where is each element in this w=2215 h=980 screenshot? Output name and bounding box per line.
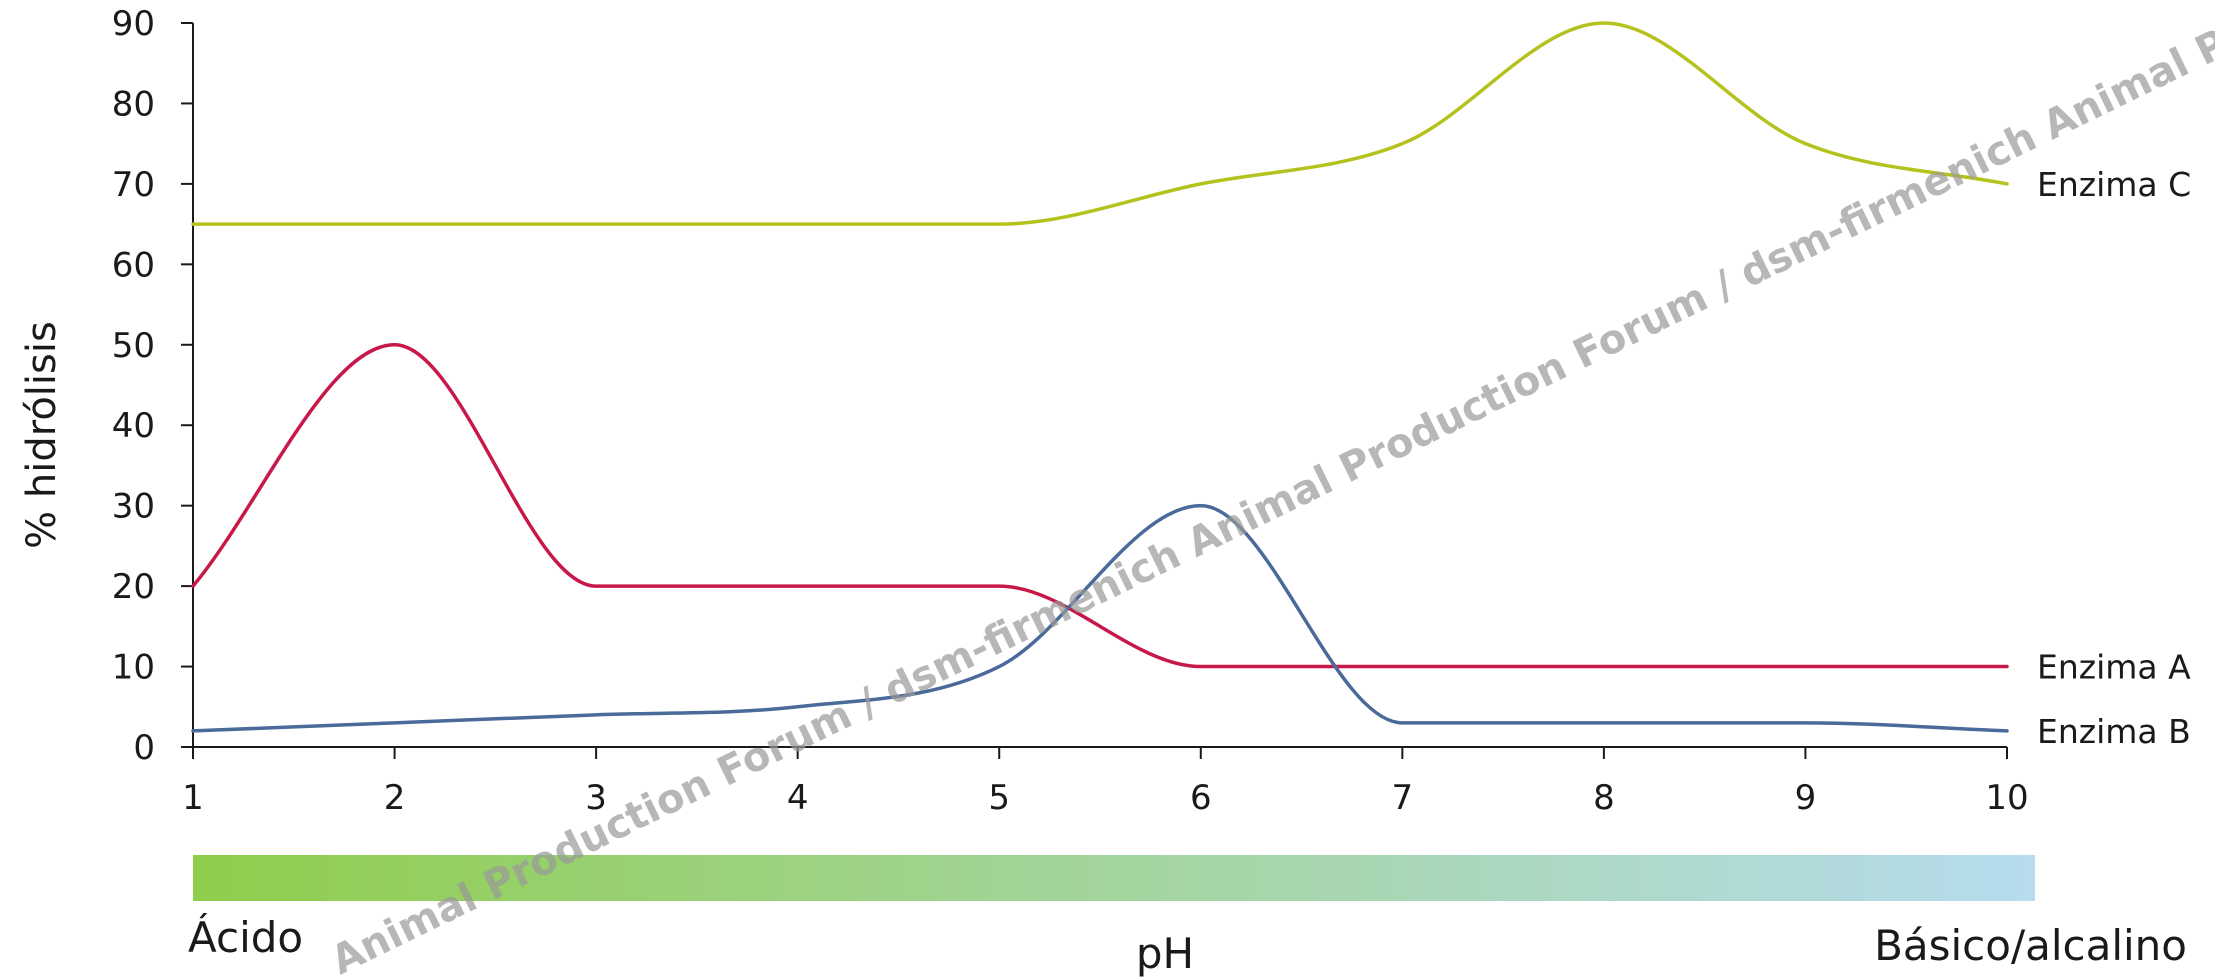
y-tick-label: 40 <box>112 406 155 446</box>
x-tick-label: 1 <box>182 778 204 818</box>
y-tick-label: 30 <box>112 487 155 527</box>
x-tick-label: 4 <box>787 778 809 818</box>
ph-scale-right-label: Básico/alcalino <box>1874 921 2187 970</box>
x-tick-label: 10 <box>1985 778 2028 818</box>
ph-gradient-bar <box>193 855 2035 901</box>
x-tick-label: 5 <box>988 778 1010 818</box>
y-tick-label: 0 <box>133 728 155 768</box>
x-tick-label: 2 <box>384 778 406 818</box>
x-axis-title: pH <box>1136 929 1194 978</box>
y-tick-label: 90 <box>112 4 155 44</box>
x-tick-label: 9 <box>1795 778 1817 818</box>
y-tick-label: 50 <box>112 326 155 366</box>
series-label-enzima-c: Enzima C <box>2037 165 2191 204</box>
series-line-enzima-b <box>191 503 2009 733</box>
series-line-enzima-c <box>191 21 2009 226</box>
series-label-enzima-b: Enzima B <box>2037 712 2191 751</box>
x-ticks: 1 2 3 4 5 6 7 8 9 10 <box>182 747 2029 818</box>
y-axis-title: % hidrólisis <box>19 321 65 549</box>
y-tick-label: 60 <box>112 245 155 285</box>
y-ticks: 0 10 20 30 40 50 60 70 80 90 <box>112 4 193 768</box>
axes <box>192 23 2007 748</box>
y-tick-label: 10 <box>112 648 155 688</box>
x-tick-label: 6 <box>1190 778 1212 818</box>
series-labels: Enzima A Enzima B Enzima C <box>2037 165 2191 751</box>
series-line-enzima-a <box>191 343 2009 669</box>
series-label-enzima-a: Enzima A <box>2037 648 2191 687</box>
series-layer <box>191 21 2009 733</box>
x-tick-label: 7 <box>1392 778 1414 818</box>
x-tick-label: 8 <box>1593 778 1615 818</box>
y-tick-label: 70 <box>112 165 155 205</box>
y-tick-label: 20 <box>112 567 155 607</box>
x-tick-label: 3 <box>585 778 607 818</box>
watermark: Animal Production Forum / dsm-firmenich … <box>324 0 2215 980</box>
y-tick-label: 80 <box>112 84 155 124</box>
ph-scale-left-label: Ácido <box>188 912 303 962</box>
